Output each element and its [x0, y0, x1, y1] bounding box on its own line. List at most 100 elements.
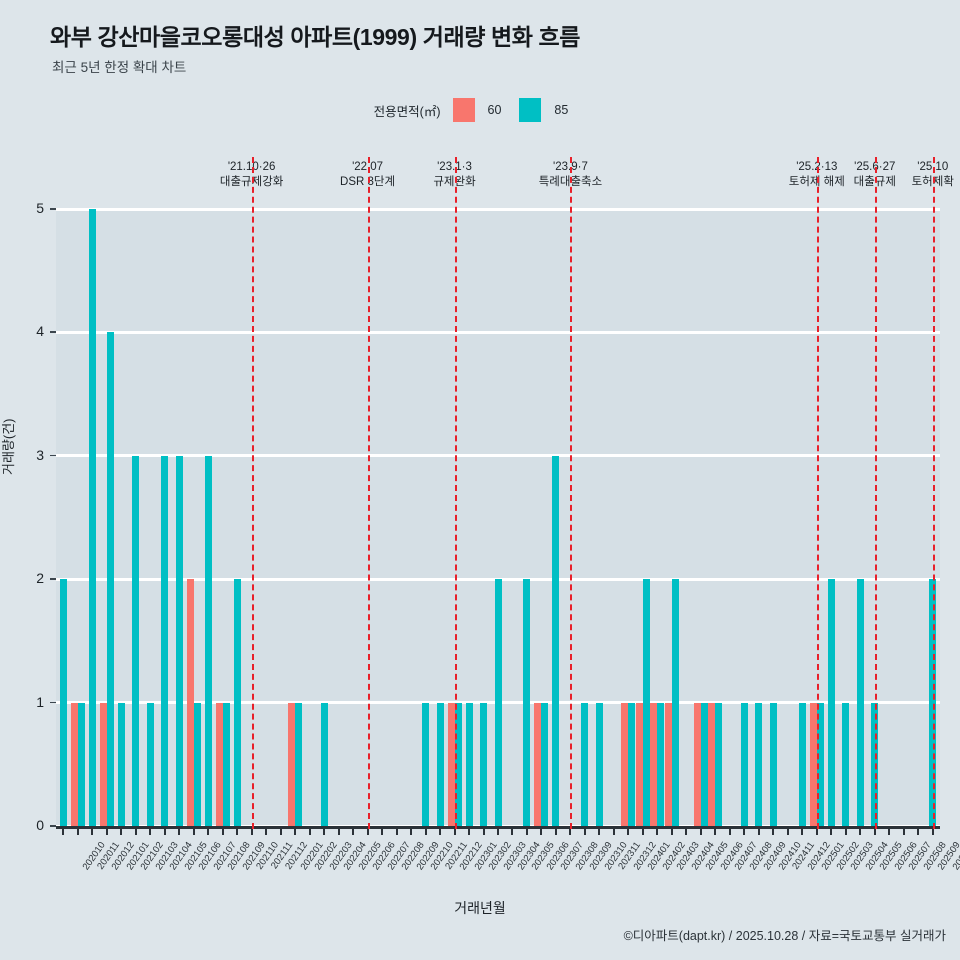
bar-85[interactable] — [436, 702, 444, 826]
x-axis-tick-mark — [105, 826, 108, 835]
bar-85[interactable] — [204, 455, 212, 826]
bar-85[interactable] — [465, 702, 473, 826]
event-line — [251, 157, 254, 829]
bar-60[interactable] — [809, 702, 817, 826]
x-axis-tick-mark — [525, 826, 528, 835]
bar-60[interactable] — [186, 579, 194, 826]
bar-60[interactable] — [215, 702, 223, 826]
event-text: 대출규제 — [853, 176, 896, 188]
x-axis-tick-mark — [120, 826, 123, 835]
x-axis-tick-mark — [395, 826, 398, 835]
bar-85[interactable] — [755, 702, 763, 826]
bar-85[interactable] — [816, 702, 824, 826]
bar-85[interactable] — [295, 702, 303, 826]
gridline — [56, 330, 940, 334]
bar-85[interactable] — [106, 332, 114, 826]
legend-item-60[interactable]: 60 — [452, 98, 502, 122]
x-axis-tick-mark — [134, 826, 137, 835]
bar-85[interactable] — [175, 455, 183, 826]
page-subtitle: 최근 5년 한정 확대 차트 — [52, 60, 187, 75]
y-axis-tick-label: 1 — [36, 693, 44, 710]
event-text: 토허제확 — [911, 176, 954, 188]
bar-85[interactable] — [422, 702, 430, 826]
bar-85[interactable] — [769, 702, 777, 826]
event-line — [874, 157, 877, 829]
bar-85[interactable] — [161, 455, 169, 826]
bar-85[interactable] — [552, 455, 560, 826]
x-axis-tick-mark — [670, 826, 673, 835]
y-axis-tick-label: 5 — [36, 200, 44, 216]
bar-85[interactable] — [581, 702, 589, 826]
bar-85[interactable] — [480, 702, 487, 826]
x-axis-tick-mark — [728, 826, 731, 835]
bar-85[interactable] — [222, 702, 230, 826]
bar-85[interactable] — [657, 702, 665, 826]
bar-85[interactable] — [320, 702, 328, 826]
x-axis-tick-mark — [468, 826, 471, 835]
bar-85[interactable] — [740, 702, 748, 826]
legend-label-60: 60 — [487, 103, 502, 117]
legend-label-85: 85 — [554, 103, 569, 117]
page-title: 와부 강산마을코오롱대성 아파트(1999) 거래량 변화 흐름 — [50, 24, 580, 50]
y-axis-tick-mark — [50, 825, 56, 827]
bar-85[interactable] — [523, 579, 531, 826]
x-axis-tick-mark — [250, 826, 253, 835]
x-axis-tick-mark — [844, 826, 847, 835]
gridline — [56, 577, 940, 581]
bar-60[interactable] — [664, 702, 672, 826]
bar-85[interactable] — [454, 702, 462, 826]
bar-85[interactable] — [193, 702, 201, 826]
bar-60[interactable] — [650, 702, 658, 826]
bar-85[interactable] — [88, 209, 96, 826]
bar-85[interactable] — [628, 702, 636, 826]
event-line — [367, 157, 370, 829]
event-line — [454, 157, 457, 829]
bar-85[interactable] — [642, 579, 650, 826]
bar-60[interactable] — [70, 702, 78, 826]
bar-85[interactable] — [541, 702, 549, 826]
bar-85[interactable] — [117, 702, 125, 826]
bar-85[interactable] — [856, 579, 864, 826]
bar-60[interactable] — [635, 702, 643, 826]
gridline — [56, 454, 940, 458]
bar-60[interactable] — [99, 702, 107, 826]
event-line — [932, 157, 935, 829]
bar-60[interactable] — [708, 702, 716, 826]
bar-60[interactable] — [693, 702, 701, 826]
x-axis-tick-mark — [91, 826, 94, 835]
bar-85[interactable] — [715, 702, 723, 826]
y-axis-tick-label: 0 — [36, 817, 44, 833]
x-axis-tick-mark — [931, 826, 934, 835]
bar-85[interactable] — [671, 579, 679, 826]
x-axis-tick-mark — [569, 826, 572, 835]
bar-85[interactable] — [494, 579, 502, 826]
bar-60[interactable] — [621, 702, 629, 826]
x-axis-tick-mark — [178, 826, 181, 835]
x-axis-tick-mark — [598, 826, 601, 835]
x-axis-tick-mark — [149, 826, 152, 835]
x-axis-tick-mark — [453, 826, 456, 835]
x-axis-tick-mark — [685, 826, 688, 835]
x-axis-tick-mark — [815, 826, 818, 835]
event-label: '25.6·27 대출규제 — [815, 160, 935, 190]
bar-60[interactable] — [288, 702, 296, 826]
bar-85[interactable] — [146, 702, 154, 826]
bar-85[interactable] — [827, 579, 835, 826]
bar-85[interactable] — [132, 455, 140, 826]
bar-60[interactable] — [447, 702, 455, 826]
bar-85[interactable] — [59, 579, 67, 826]
bar-85[interactable] — [798, 702, 806, 826]
bar-85[interactable] — [233, 579, 241, 826]
x-axis-tick-mark — [76, 826, 79, 835]
y-axis-tick-mark — [50, 331, 56, 333]
y-axis-tick-label: 3 — [36, 446, 44, 463]
bar-85[interactable] — [77, 702, 85, 826]
x-axis-title: 거래년월 — [454, 900, 506, 916]
legend-item-85[interactable]: 85 — [519, 98, 568, 122]
bar-60[interactable] — [534, 702, 542, 826]
bar-85[interactable] — [842, 702, 850, 826]
bar-85[interactable] — [700, 702, 708, 826]
bar-85[interactable] — [595, 702, 603, 826]
x-axis-tick-mark — [323, 826, 326, 835]
